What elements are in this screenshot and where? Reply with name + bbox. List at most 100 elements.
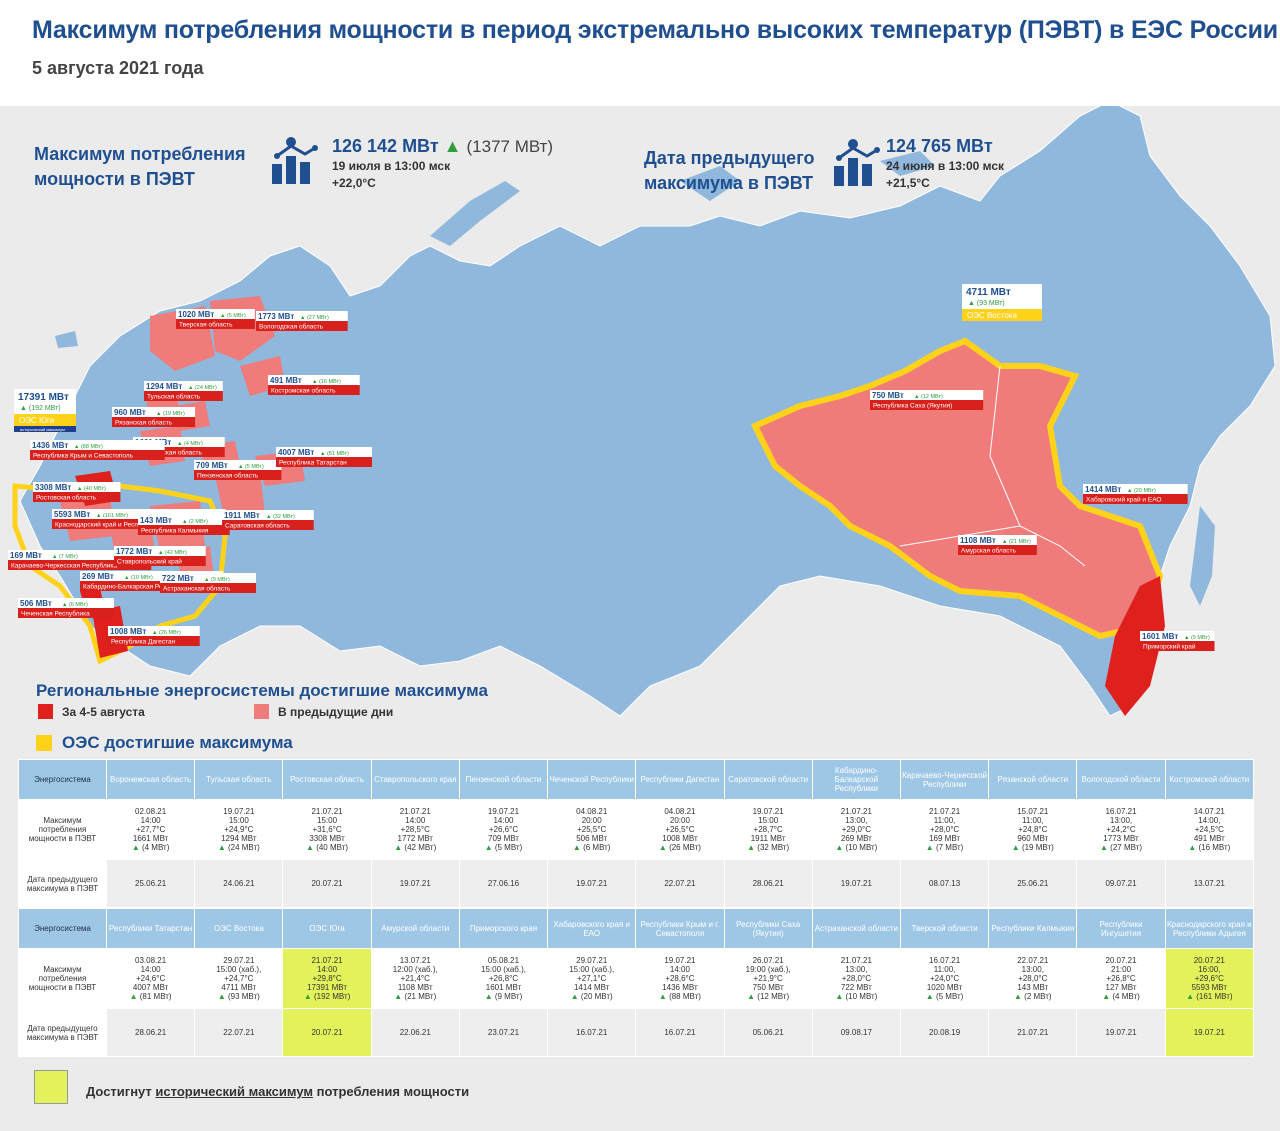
- table-cell-line: +24,5°С: [1194, 825, 1224, 834]
- kaliningrad-shape: [55, 331, 78, 348]
- map-label-value-bg: [52, 509, 226, 519]
- table-cell-prev-date: 09.08.17: [811, 1008, 901, 1057]
- table-cell-line: 960 МВт: [1017, 834, 1049, 843]
- table-cell-line: 16.07.21: [1105, 807, 1137, 816]
- map-label-name-bg: [8, 560, 152, 570]
- map-label-name-bg: [108, 636, 200, 646]
- up-triangle-icon: ▲: [394, 992, 405, 1001]
- table-cell-prev-date: 24.06.21: [194, 859, 284, 908]
- map-label-value: 709 МВт: [196, 461, 228, 470]
- table-cell-max: 29.07.21 15:00 (хаб.), +24,7°С 4711 МВт ▲ (9…: [194, 948, 284, 1009]
- up-triangle-icon: ▲: [570, 992, 581, 1001]
- table-cell-line: 14:00: [140, 965, 161, 974]
- table-cell-line: 21.07.21: [311, 807, 343, 816]
- table-cell-line: 20.07.21: [1105, 956, 1137, 965]
- table-row-label: Энергосистема: [18, 759, 107, 800]
- table-cell-max: 22.07.21 13:00, +28,0°С 143 МВт ▲ (2 МВт): [988, 948, 1078, 1009]
- table-cell-line: +28,6°С: [665, 974, 695, 983]
- table-cell-delta: ▲ (2 МВт): [1014, 992, 1052, 1001]
- table-cell-delta: ▲ (19 МВт): [1011, 843, 1054, 852]
- map-label-delta: ▲ (9 МВт): [204, 577, 230, 583]
- map-label-value-bg: [870, 390, 984, 400]
- map-label-name: Ростовская область: [36, 494, 97, 502]
- table-cell-line: 22.07.21: [1017, 956, 1049, 965]
- map-label: 4007 МВт ▲ (81 МВт) Республика Татарстан: [276, 447, 372, 467]
- table-row-label: Дата предыдущего максимума в ПЭВТ: [18, 1008, 107, 1057]
- table-row-label: Максимум потребления мощности в ПЭВТ: [18, 948, 107, 1009]
- table-cell-line: +31,6°С: [312, 825, 342, 834]
- table-cell-line: 21.07.21: [929, 807, 961, 816]
- table-cell-prev-date: 21.07.21: [988, 1008, 1078, 1057]
- table-cell-line: 12:00 (хаб.),: [392, 965, 438, 974]
- table-cell-line: 15:00 (хаб.),: [569, 965, 615, 974]
- map-label-value-bg: [114, 546, 206, 556]
- kpi-previous-label-line2: максимума в ПЭВТ: [644, 173, 813, 193]
- kpi-current-label-line1: Максимум потребления: [34, 144, 246, 164]
- map-label-value: 143 МВт: [140, 516, 172, 525]
- map-label-value-bg: [1140, 631, 1215, 641]
- table-cell-max: 21.07.21 13:00, +29,0°С 269 МВт ▲ (10 МВт): [811, 799, 901, 860]
- table-cell-line: 15:00: [228, 816, 249, 825]
- table-cell-line: 14.07.21: [1193, 807, 1225, 816]
- table-column-header: Костромской области: [1164, 759, 1255, 800]
- map-label-name: Чеченская Республика: [21, 610, 90, 618]
- map-label-delta: ▲ (10 МВт): [124, 575, 153, 581]
- table-cell-line: 1772 МВт: [397, 834, 433, 843]
- table-cell-line: 04.08.21: [664, 807, 696, 816]
- map-label-delta: ▲ (88 МВт): [74, 444, 103, 450]
- table-cell-line: +24,8°С: [1018, 825, 1048, 834]
- map-label-name-bg: [276, 457, 372, 467]
- table-cell-max: 02.08.21 14:00 +27,7°С 1661 МВт ▲ (4 МВт): [105, 799, 196, 860]
- up-triangle-icon: ▲: [1102, 992, 1113, 1001]
- up-triangle-icon: ▲: [394, 843, 405, 852]
- table-cell-line: 14:00,: [1198, 816, 1221, 825]
- map-label-value-bg: [194, 460, 282, 470]
- table-cell-line: 491 МВт: [1193, 834, 1225, 843]
- table-cell-prev-date: 09.07.21: [1076, 859, 1166, 908]
- map-label-value: 4007 МВт: [278, 448, 314, 457]
- table-column-header: Астраханской области: [811, 908, 901, 949]
- map-label-value: 169 МВт: [10, 551, 42, 560]
- oes-label-name-bg: [14, 414, 76, 426]
- map-label-name: Приморский край: [1143, 643, 1196, 651]
- map-label-name-bg: [112, 417, 196, 427]
- up-triangle-icon: ▲: [217, 992, 228, 1001]
- map-label-value-bg: [80, 571, 224, 581]
- map-label-value-bg: [18, 598, 114, 608]
- table-cell-prev-date: 27.06.16: [458, 859, 549, 908]
- table-cell-delta: ▲ (7 МВт): [925, 843, 964, 852]
- bar-chart-icon: [834, 139, 880, 186]
- map-label-delta: ▲ (7 МВт): [52, 554, 78, 560]
- table-cell-delta: ▲ (10 МВт): [835, 843, 878, 852]
- table-row: Энергосистема Республики Татарстан ОЭС Вос…: [18, 908, 1255, 949]
- map-label-name-bg: [144, 391, 223, 401]
- table-cell-line: +28,0°С: [841, 974, 871, 983]
- map-label-name-bg: [958, 545, 1037, 555]
- up-triangle-icon: ▲: [658, 843, 670, 852]
- oes-east-region: [750, 337, 1164, 640]
- map-label-name: Пензенская область: [197, 472, 259, 480]
- up-triangle-icon: ▲: [572, 843, 584, 852]
- kpi-current-details: 19 июля в 13:00 мск +22,0°С: [332, 158, 450, 192]
- table-cell-line: 29.07.21: [223, 956, 255, 965]
- map-label-name: Воронежская область: [136, 449, 203, 457]
- table-cell-max: 19.07.21 14:00 +26,6°С 709 МВт ▲ (5 МВт): [458, 799, 549, 860]
- table-cell-line: 04.08.21: [576, 807, 608, 816]
- table-cell-prev-date: 19.07.21: [1076, 1008, 1166, 1057]
- table-cell-line: 1294 МВт: [221, 834, 257, 843]
- table-cell-line: 1773 МВт: [1103, 834, 1139, 843]
- oes-label-value: 17391 МВт: [18, 392, 69, 403]
- table-cell-line: 11:00,: [933, 816, 956, 825]
- header: Максимум потребления мощности в период э…: [0, 0, 1280, 106]
- table-cell-max: 29.07.21 15:00 (хаб.), +27,1°С 1414 МВт ▲ (2…: [547, 948, 637, 1009]
- up-triangle-icon: ▲: [129, 992, 140, 1001]
- map-label: 3308 МВт ▲ (40 МВт) Ростовская область: [33, 482, 121, 502]
- table-cell-line: 21:00: [1111, 965, 1132, 974]
- map-label-value: 1601 МВт: [1142, 632, 1178, 641]
- table-cell-delta: ▲ (16 МВт): [1188, 843, 1231, 852]
- table-cell-line: +24,6°С: [136, 974, 166, 983]
- map-label-value: 1414 МВт: [1085, 485, 1121, 494]
- map-label-name-bg: [176, 319, 255, 329]
- up-triangle-icon: ▲: [303, 992, 314, 1001]
- map-label-name-bg: [80, 581, 224, 591]
